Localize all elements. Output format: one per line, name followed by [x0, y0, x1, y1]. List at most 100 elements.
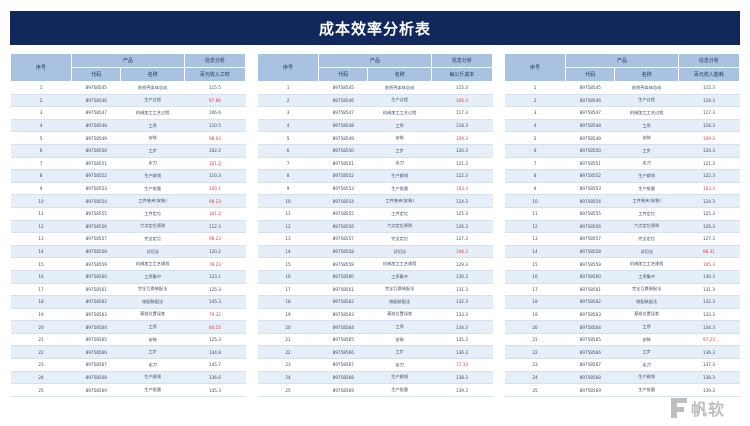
cell-value: 132.3	[431, 295, 493, 309]
cell-value: 135.3	[431, 333, 493, 347]
cell-code: 89758561	[71, 283, 121, 297]
cell-name: 走刀	[367, 358, 432, 372]
table-row: 2 89758546 生产过程 106.3	[257, 94, 493, 108]
cell-name: 工序集中	[367, 270, 432, 284]
table-row: 7 89758551 走刀 121.3	[257, 157, 493, 171]
cell-name: 六点定位原则	[367, 220, 432, 234]
cell-seq: 12	[257, 220, 319, 234]
cell-name: 生产过程	[367, 94, 432, 108]
cell-seq: 20	[504, 320, 566, 334]
table-row: 13 89758557 完全定位 98.23	[10, 232, 246, 246]
table-row: 16 89758560 工序集中 130.3	[257, 270, 493, 284]
cell-seq: 24	[10, 371, 72, 385]
cell-value: 101.2	[184, 157, 246, 171]
cell-seq: 2	[10, 94, 72, 108]
cell-code: 89758554	[71, 194, 121, 208]
cell-value: 120.2	[184, 245, 246, 259]
cell-value: 136.3	[431, 345, 493, 360]
table-row: 6 89758550 工步 102.2	[10, 144, 246, 158]
cell-seq: 25	[257, 383, 319, 397]
cell-code: 89758552	[318, 169, 368, 183]
cell-value: 130.3	[678, 270, 740, 284]
cell-seq: 22	[10, 345, 72, 360]
cell-seq: 18	[504, 295, 566, 309]
cell-seq: 8	[10, 169, 72, 183]
cell-code: 89758566	[565, 345, 615, 360]
cell-code: 89758565	[565, 333, 615, 347]
cell-code: 89758564	[71, 320, 121, 334]
table-row: 5 89758549 安装 109.3	[504, 131, 740, 145]
cell-code: 89758563	[71, 308, 121, 322]
cell-seq: 20	[257, 320, 319, 334]
cell-seq: 10	[504, 194, 566, 208]
cell-seq: 1	[10, 81, 72, 95]
watermark: 帆软	[670, 396, 742, 420]
cell-seq: 7	[257, 157, 319, 171]
title-banner: 成本效率分析表	[10, 11, 740, 45]
cell-name: 工序	[614, 320, 679, 334]
cell-code: 89758546	[71, 94, 121, 108]
cell-value: 109.3	[431, 131, 493, 145]
cell-code: 89758567	[318, 358, 368, 372]
cell-code: 89758556	[565, 220, 615, 234]
cell-value: 77.33	[431, 358, 493, 372]
header-name: 名称	[614, 67, 679, 82]
cell-seq: 4	[257, 119, 319, 133]
table-row: 23 89758567 走刀 137.3	[504, 358, 740, 372]
cell-seq: 23	[257, 358, 319, 372]
cell-code: 89758551	[71, 157, 121, 171]
cell-seq: 4	[504, 119, 566, 133]
cell-code: 89758550	[318, 144, 368, 158]
cell-value: 108.3	[431, 245, 493, 259]
cell-value: 129.3	[431, 257, 493, 271]
table-row: 20 89758564 工序 134.3	[257, 320, 493, 334]
table-row: 25 89758569 生产批量 139.3	[257, 383, 493, 397]
header-name: 名称	[120, 67, 185, 82]
cell-name: 生产纲领	[367, 371, 432, 385]
cell-seq: 16	[257, 270, 319, 284]
table-row: 21 89758565 安装 97.23	[504, 333, 740, 347]
header-code: 代码	[71, 67, 122, 82]
cell-code: 89758563	[565, 308, 615, 322]
cell-value: 138.3	[678, 371, 740, 385]
table-panel-2: 序号 产品 信息分析 代码 名称 每公斤成本 1 89758545 前桥壳本体总成 1…	[256, 53, 494, 405]
cell-seq: 23	[504, 358, 566, 372]
cell-name: 试切法	[614, 245, 679, 259]
cell-code: 89758545	[318, 81, 368, 95]
cell-code: 89758562	[71, 295, 121, 309]
cell-name: 安装	[120, 333, 185, 347]
table-row: 19 89758563 基准位置误差 79.32	[10, 308, 246, 322]
cell-seq: 15	[504, 257, 566, 271]
cell-code: 89758551	[565, 157, 615, 171]
cell-name: 六点定位原则	[614, 220, 679, 234]
cell-code: 89758560	[318, 270, 368, 284]
table-row: 11 89758555 工件定位 125.3	[504, 207, 740, 221]
cell-name: 工序	[120, 119, 185, 133]
cell-code: 89758566	[318, 345, 368, 360]
table-row: 23 89758567 走刀 77.33	[257, 358, 493, 372]
cell-name: 基准位置误差	[120, 308, 185, 322]
cell-seq: 3	[257, 106, 319, 120]
cell-seq: 11	[10, 207, 72, 221]
cell-value: 98.23	[184, 232, 246, 246]
cell-name: 机械加工工艺过程	[367, 106, 432, 120]
cell-value: 110.3	[184, 169, 246, 183]
cell-code: 89758561	[565, 283, 615, 297]
table-row: 17 89758561 完全互换装配法 131.3	[257, 283, 493, 297]
cell-seq: 9	[504, 182, 566, 196]
cell-code: 89758548	[71, 119, 121, 133]
cell-name: 工步	[120, 144, 185, 158]
cell-seq: 14	[10, 245, 72, 259]
cell-name: 试切法	[367, 245, 432, 259]
cell-seq: 13	[10, 232, 72, 246]
cell-value: 130.3	[431, 270, 493, 284]
cell-value: 133.3	[431, 308, 493, 322]
cell-value: 116.3	[678, 94, 740, 108]
cost-table-2: 序号 产品 信息分析 代码 名称 每公斤成本 1 89758545 前桥壳本体总成 1…	[256, 53, 494, 397]
cell-seq: 20	[10, 320, 72, 334]
cell-code: 89758550	[565, 144, 615, 158]
table-body: 1 89758545 前桥壳本体总成 115.3 2 89758546 生产过程 116.3 3…	[504, 81, 740, 397]
cell-name: 安装	[367, 131, 432, 145]
table-row: 12 89758556 六点定位原则 112.3	[10, 220, 246, 234]
cell-name: 工步	[367, 345, 432, 360]
